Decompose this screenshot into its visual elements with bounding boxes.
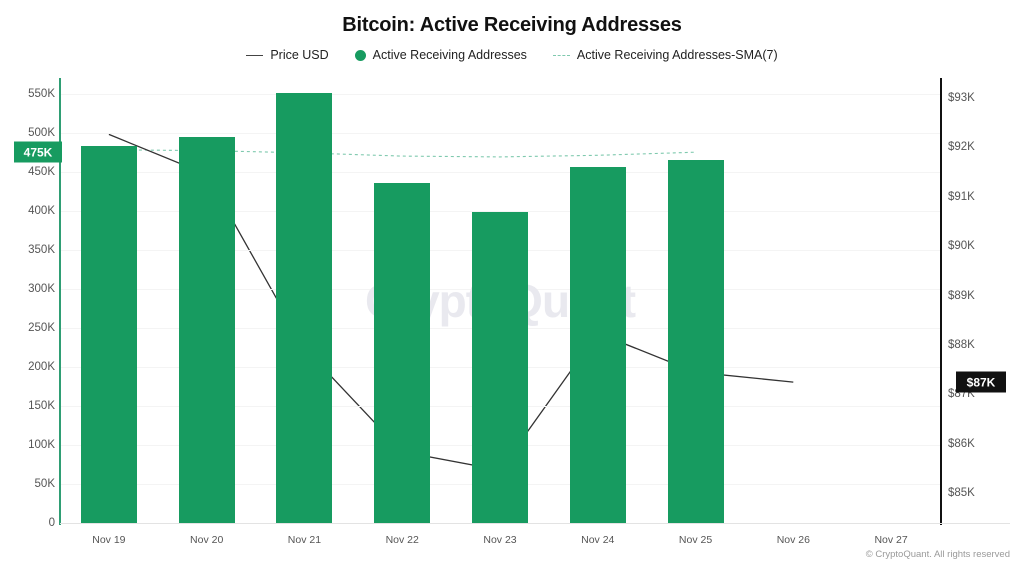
left-y-tick-label: 250K bbox=[28, 321, 55, 334]
x-tick-label: Nov 25 bbox=[678, 534, 713, 546]
gridline bbox=[60, 93, 940, 95]
gridline bbox=[60, 171, 940, 173]
bar[interactable] bbox=[276, 92, 333, 523]
gridline bbox=[60, 132, 940, 134]
left-axis-value-badge: 475K bbox=[14, 141, 62, 163]
bar[interactable] bbox=[178, 137, 235, 523]
right-axis-value-badge: $87K bbox=[956, 371, 1006, 393]
legend-item-active-receiving-addresses-sma7[interactable]: Active Receiving Addresses-SMA(7) bbox=[552, 48, 778, 62]
left-y-tick-label: 150K bbox=[28, 399, 55, 412]
right-y-tick-label: $93K bbox=[948, 91, 975, 104]
circle-marker-icon bbox=[354, 49, 366, 61]
right-y-tick-label: $89K bbox=[948, 289, 975, 302]
right-y-tick-label: $86K bbox=[948, 437, 975, 450]
bottom-axis-line bbox=[60, 523, 1010, 524]
left-y-tick-label: 550K bbox=[28, 87, 55, 100]
left-y-tick-label: 100K bbox=[28, 438, 55, 451]
legend-label-price-usd: Price USD bbox=[270, 48, 329, 62]
chart-title: Bitcoin: Active Receiving Addresses bbox=[342, 14, 682, 36]
left-y-tick-label: 300K bbox=[28, 282, 55, 295]
legend-label-active-receiving-addresses-sma7: Active Receiving Addresses-SMA(7) bbox=[576, 48, 778, 62]
left-y-tick-label: 400K bbox=[28, 204, 55, 217]
x-tick-label: Nov 21 bbox=[287, 534, 322, 546]
x-tick-label: Nov 26 bbox=[776, 534, 810, 546]
dashed-line-marker-icon bbox=[552, 54, 570, 56]
right-y-tick-label: $92K bbox=[948, 141, 975, 154]
right-y-tick-label: $91K bbox=[948, 190, 975, 203]
bar[interactable] bbox=[667, 159, 724, 523]
right-y-tick-label: $90K bbox=[948, 240, 975, 253]
bar[interactable] bbox=[374, 182, 431, 523]
x-tick-label: Nov 22 bbox=[385, 534, 419, 546]
right-y-tick-label: $85K bbox=[948, 487, 975, 500]
bar[interactable] bbox=[569, 167, 626, 523]
chart-legend: Price USD Active Receiving Addresses Act… bbox=[0, 48, 1024, 62]
legend-item-active-receiving-addresses[interactable]: Active Receiving Addresses bbox=[354, 48, 527, 62]
left-axis-spine bbox=[59, 78, 61, 525]
copyright-footer: © CryptoQuant. All rights reserved bbox=[865, 549, 1010, 560]
left-y-tick-label: 0 bbox=[48, 517, 55, 529]
left-y-tick-label: 500K bbox=[28, 126, 55, 139]
x-tick-label: Nov 20 bbox=[190, 534, 224, 546]
left-y-tick-label: 450K bbox=[28, 165, 55, 178]
line-marker-icon bbox=[246, 54, 264, 56]
gridline bbox=[60, 210, 940, 212]
bar[interactable] bbox=[472, 212, 528, 523]
left-y-axis: 0 50K 100K 150K 200K 250K 300K 350K 400K 450K 500K… bbox=[0, 0, 55, 576]
right-y-tick-label: $88K bbox=[948, 339, 975, 351]
x-tick-label: Nov 24 bbox=[581, 534, 615, 546]
legend-item-price-usd[interactable]: Price USD bbox=[246, 48, 329, 62]
plot-inner: CryptoQuant bbox=[60, 78, 940, 523]
left-y-tick-label: 200K bbox=[28, 360, 55, 373]
x-tick-label: Nov 19 bbox=[92, 534, 126, 546]
right-y-axis: $85K $86K $87K $88K $89K $90K $91K $92K $93K bbox=[948, 0, 1024, 576]
left-y-tick-label: 350K bbox=[28, 243, 55, 256]
x-tick-label: Nov 27 bbox=[874, 534, 908, 546]
bar[interactable] bbox=[80, 145, 137, 523]
legend-label-active-receiving-addresses: Active Receiving Addresses bbox=[372, 48, 527, 62]
plot-area: CryptoQuant bbox=[60, 78, 940, 523]
left-y-tick-label: 50K bbox=[34, 477, 55, 490]
right-axis-spine bbox=[940, 78, 942, 525]
x-tick-label: Nov 23 bbox=[483, 534, 517, 546]
